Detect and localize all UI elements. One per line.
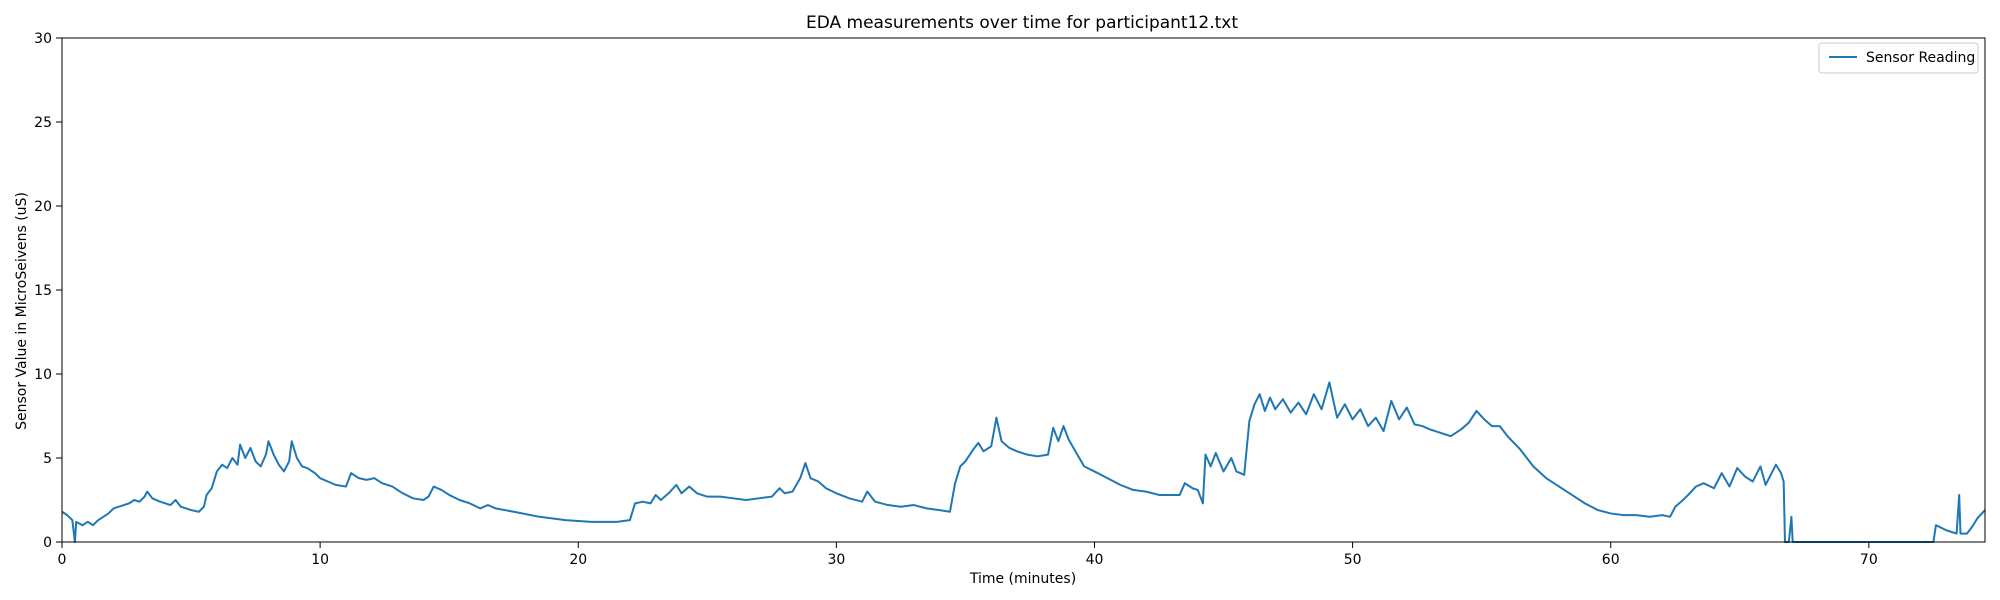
x-tick-label: 40 (1086, 552, 1104, 568)
y-axis-label: Sensor Value in MicroSeivens (uS) (14, 192, 30, 430)
x-tick-label: 60 (1602, 552, 1620, 568)
legend-frame (1818, 42, 1979, 74)
x-tick-label: 0 (58, 552, 67, 568)
y-tick-label: 10 (34, 367, 52, 383)
x-tick-label: 20 (569, 552, 587, 568)
legend: Sensor Reading (1818, 42, 1979, 74)
y-tick-label: 25 (34, 115, 52, 131)
x-tick-label: 10 (311, 552, 329, 568)
x-tick-label: 50 (1344, 552, 1362, 568)
y-tick-label: 0 (43, 535, 52, 551)
y-axis: 0 5 10 15 20 25 30 (34, 31, 62, 551)
series-line-sensor-reading (61, 381, 1986, 543)
y-tick-label: 30 (34, 31, 52, 47)
chart-title: EDA measurements over time for participa… (806, 13, 1238, 33)
legend-entry-sensor-reading: Sensor Reading (1866, 50, 1975, 66)
x-tick-label: 70 (1860, 552, 1878, 568)
x-tick-label: 30 (827, 552, 845, 568)
y-tick-label: 15 (34, 283, 52, 299)
x-axis-label: Time (minutes) (969, 571, 1076, 587)
y-tick-label: 20 (34, 199, 52, 215)
y-tick-label: 5 (43, 451, 52, 467)
x-axis: 0 10 20 30 40 50 60 70 (58, 542, 1878, 568)
